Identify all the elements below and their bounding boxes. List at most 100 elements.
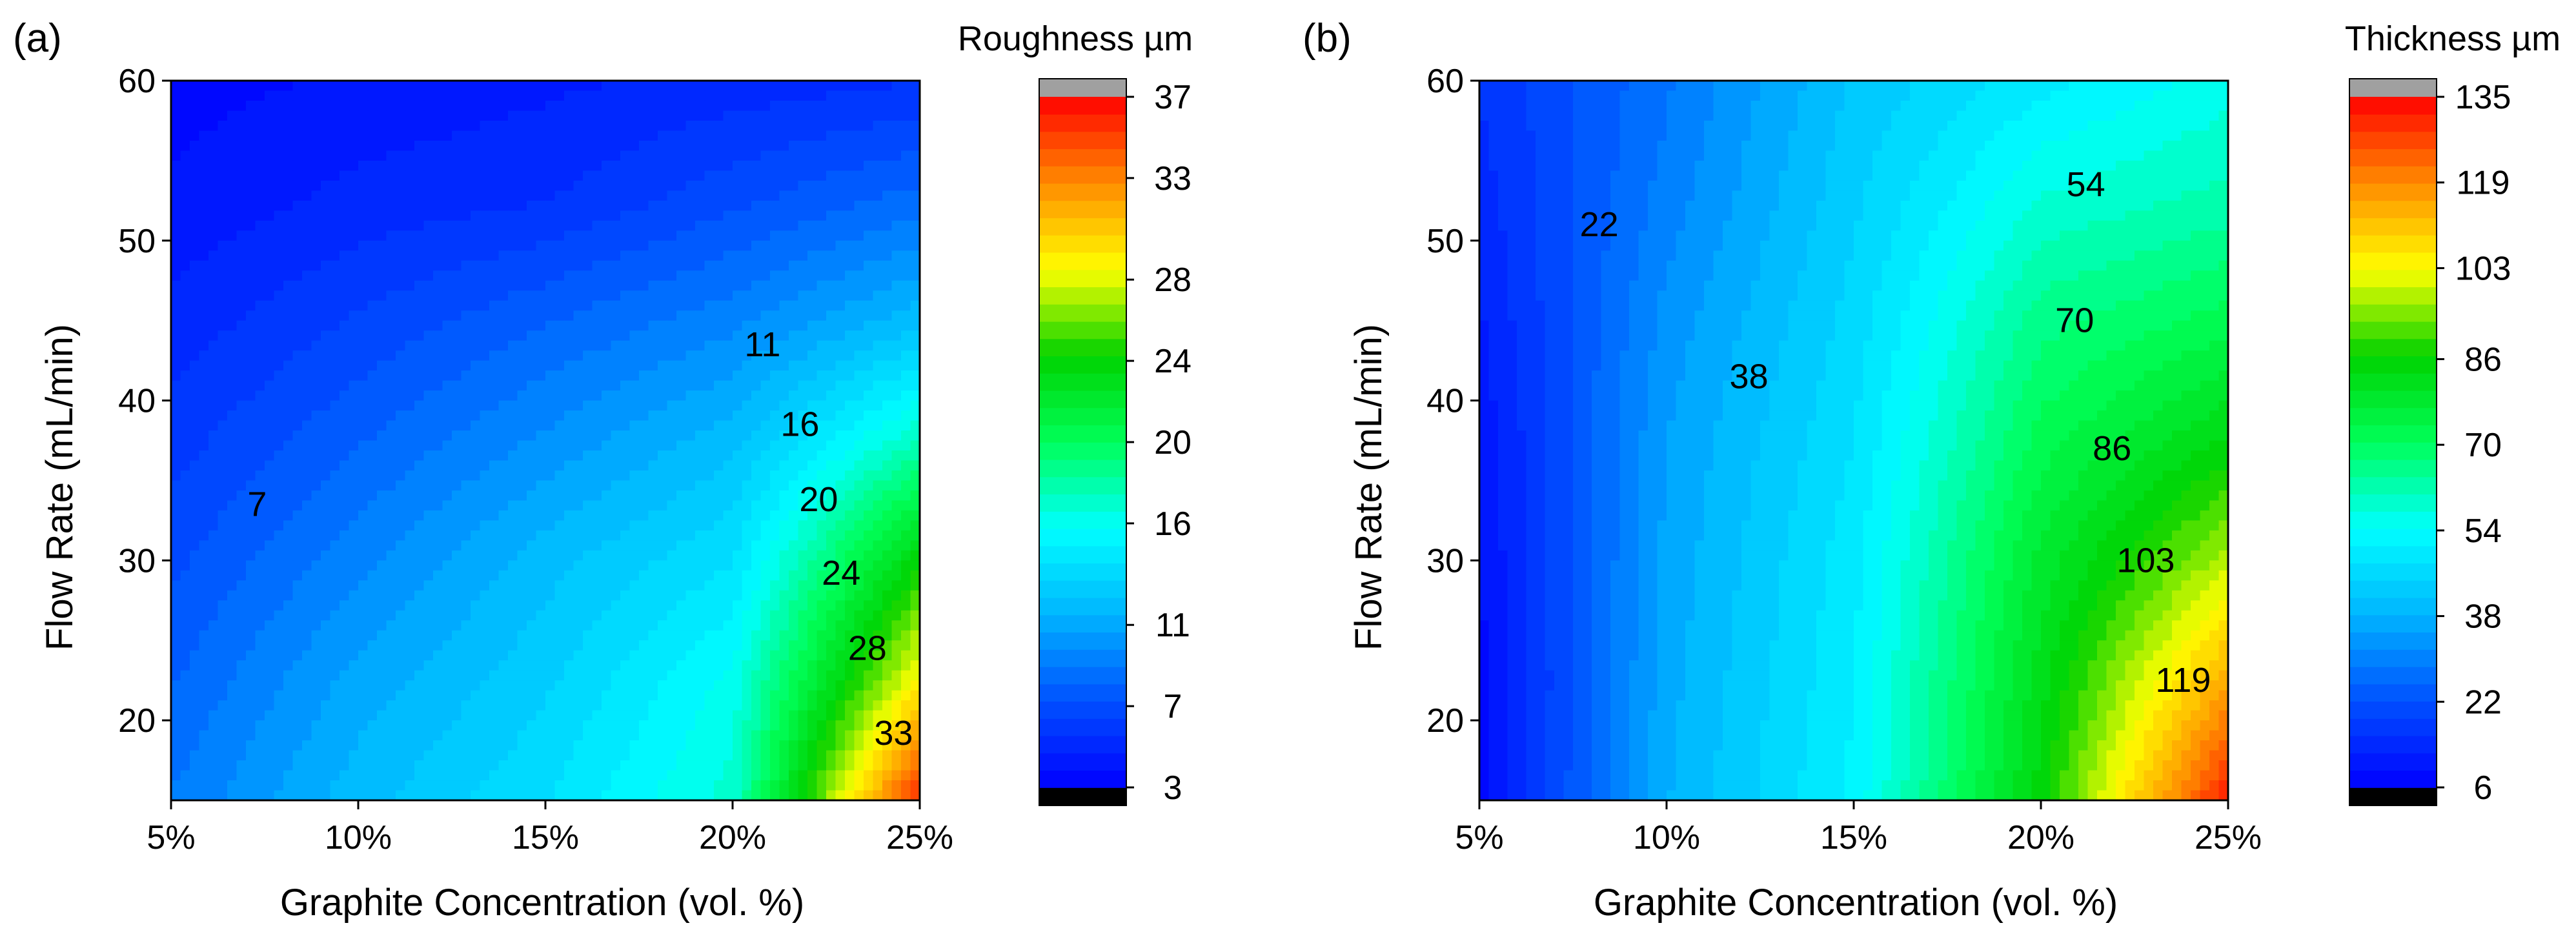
contour-cell — [199, 580, 209, 591]
contour-cell — [611, 220, 621, 232]
contour-cell — [274, 490, 284, 501]
contour-cell — [527, 600, 537, 611]
contour-cell — [199, 430, 209, 441]
contour-cell — [442, 230, 452, 241]
contour-cell — [498, 490, 509, 501]
contour-cell — [751, 610, 762, 622]
contour-cell — [704, 330, 715, 341]
contour-cell — [405, 510, 415, 521]
contour-cell — [658, 170, 668, 181]
contour-cell — [340, 400, 350, 411]
contour-cell — [283, 440, 294, 451]
contour-cell — [480, 240, 490, 252]
contour-cell — [826, 230, 837, 241]
contour-cell — [274, 180, 284, 192]
contour-cell — [367, 180, 378, 192]
contour-cell — [452, 130, 462, 141]
contour-cell — [246, 520, 256, 531]
contour-cell — [583, 550, 593, 562]
contour-cell — [414, 490, 425, 501]
contour-cell — [573, 430, 583, 441]
contour-cell — [311, 400, 321, 411]
contour-cell — [573, 660, 583, 671]
contour-cell — [564, 580, 574, 591]
contour-cell — [386, 660, 396, 671]
contour-cell — [611, 570, 621, 582]
contour-cell — [433, 450, 443, 461]
contour-cell — [583, 170, 593, 181]
contour-cell — [789, 400, 799, 411]
contour-cell — [835, 600, 846, 611]
contour-cell — [527, 170, 537, 181]
contour-cell — [367, 450, 378, 461]
contour-cell — [227, 420, 238, 431]
contour-cell — [517, 110, 527, 121]
contour-cell — [330, 520, 340, 531]
contour-cell — [423, 100, 434, 112]
contour-cell — [340, 450, 350, 461]
contour-cell — [265, 520, 275, 531]
contour-cell — [658, 140, 668, 152]
contour-cell — [845, 560, 855, 571]
contour-cell — [629, 510, 640, 521]
contour-cell — [255, 200, 265, 212]
contour-cell — [190, 330, 200, 341]
contour-cell — [864, 420, 874, 431]
contour-cell — [414, 370, 425, 381]
contour-cell — [367, 650, 378, 661]
contour-cell — [536, 600, 546, 611]
contour-cell — [742, 190, 752, 201]
contour-cell — [648, 660, 658, 671]
contour-cell — [545, 510, 556, 521]
contour-cell — [236, 200, 247, 212]
contour-cell — [770, 100, 780, 112]
contour-cell — [835, 120, 846, 132]
contour-cell — [442, 290, 452, 301]
contour-cell — [554, 200, 565, 212]
contour-cell — [723, 370, 733, 381]
contour-cell — [405, 480, 415, 491]
contour-cell — [461, 320, 471, 331]
contour-cell — [779, 90, 789, 101]
contour-cell — [789, 150, 799, 161]
contour-cell — [180, 120, 190, 132]
contour-cell — [423, 410, 434, 421]
contour-cell — [517, 420, 527, 431]
contour-cell — [564, 490, 574, 501]
contour-cell — [545, 380, 556, 391]
contour-cell — [816, 330, 827, 341]
contour-cell — [527, 560, 537, 571]
contour-cell — [602, 370, 612, 381]
contour-cell — [620, 500, 631, 511]
contour-cell — [199, 200, 209, 212]
contour-cell — [330, 110, 340, 121]
contour-cell — [751, 300, 762, 311]
contour-cell — [629, 670, 640, 681]
contour-cell — [236, 420, 247, 431]
contour-cell — [910, 610, 920, 622]
contour-cell — [321, 210, 331, 221]
contour-cell — [311, 350, 321, 361]
contour-cell — [835, 490, 846, 501]
contour-cell — [265, 390, 275, 401]
contour-cell — [648, 250, 658, 261]
contour-cell — [274, 660, 284, 671]
contour-cell — [405, 620, 415, 631]
contour-cell — [377, 450, 387, 461]
contour-cell — [508, 160, 518, 172]
contour-cell — [227, 530, 238, 541]
contour-cell — [798, 500, 808, 511]
contour-cell — [639, 220, 649, 232]
contour-cell — [554, 120, 565, 132]
contour-cell — [396, 170, 406, 181]
contour-cell — [508, 420, 518, 431]
contour-cell — [695, 680, 705, 691]
contour-cell — [751, 430, 762, 441]
contour-cell — [236, 300, 247, 311]
contour-cell — [433, 140, 443, 152]
contour-cell — [835, 300, 846, 311]
contour-cell — [180, 700, 190, 711]
contour-cell — [545, 370, 556, 381]
contour-cell — [648, 150, 658, 161]
contour-cell — [620, 350, 631, 361]
